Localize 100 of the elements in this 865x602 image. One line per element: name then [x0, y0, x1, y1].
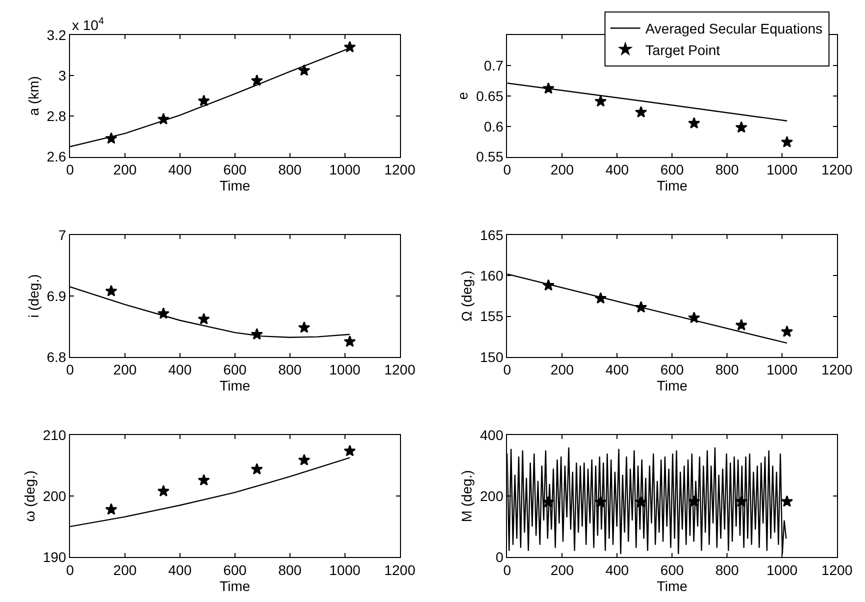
y-tick-label: 2.6 — [46, 148, 66, 165]
x-tick-label: 600 — [223, 362, 247, 378]
x-tick-label: 1000 — [766, 362, 798, 378]
point — [298, 454, 310, 466]
x-tick-label: 800 — [278, 162, 302, 178]
y-tick-label: 150 — [480, 348, 504, 365]
point — [344, 444, 356, 456]
x-tick-label: 1200 — [821, 162, 853, 178]
x-tick-label: 400 — [605, 162, 630, 178]
x-tick-label: 1200 — [821, 562, 853, 578]
x-tick-label: 600 — [660, 162, 684, 178]
point — [250, 328, 263, 340]
x-tick-label: 400 — [168, 162, 192, 178]
x-tick-label: 1000 — [329, 562, 361, 578]
y-tick-label: 2.8 — [46, 108, 66, 124]
y-tick-label: 0.6 — [484, 118, 504, 134]
x-tick-label: 200 — [113, 162, 137, 178]
point — [198, 312, 210, 324]
point — [542, 82, 554, 94]
point — [344, 335, 356, 347]
point — [542, 279, 554, 291]
point — [157, 307, 170, 319]
y-tick-label: 0.55 — [476, 148, 504, 165]
y-tick-label: 6.8 — [46, 348, 66, 365]
x-tick-label: 200 — [113, 362, 137, 378]
y-tick-label: 200 — [42, 488, 66, 504]
x-axis-title: Time — [220, 578, 250, 594]
y-tick-label: 3.2 — [46, 26, 66, 43]
y-tick-label: 210 — [42, 427, 66, 444]
point — [157, 112, 170, 124]
y-tick-label: 0.65 — [476, 88, 504, 104]
x-tick-label: 800 — [278, 362, 302, 378]
x-tick-label: 600 — [223, 162, 247, 178]
y-tick-label: 155 — [480, 308, 504, 324]
point — [780, 136, 794, 148]
x-tick-label: 1200 — [384, 362, 416, 378]
y-tick-label: 0 — [496, 548, 504, 565]
x-tick-label: 800 — [278, 562, 302, 578]
x-tick-label: 600 — [660, 362, 684, 378]
x-tick-label: 200 — [113, 562, 137, 578]
point — [594, 95, 607, 107]
y-axis-title: e — [454, 92, 471, 100]
x-tick-label: 1000 — [329, 162, 361, 178]
x-tick-label: 1000 — [329, 362, 361, 378]
legend-label: Target Point — [645, 42, 720, 58]
point — [594, 292, 607, 304]
x-tick-label: 800 — [715, 162, 739, 178]
x-tick-label: 800 — [715, 362, 739, 378]
point — [105, 284, 118, 296]
x-axis-title: Time — [220, 378, 250, 394]
point — [198, 94, 210, 106]
x-tick-label: 600 — [223, 562, 247, 578]
x-tick-label: 1000 — [766, 562, 798, 578]
x-tick-label: 400 — [168, 362, 192, 378]
point — [688, 312, 700, 324]
point — [298, 321, 310, 333]
x-tick-label: 1200 — [384, 162, 416, 178]
x-tick-label: 600 — [660, 562, 684, 578]
point — [780, 325, 794, 337]
y-axis-title: M (deg.) — [458, 470, 475, 522]
x-axis-title: Time — [220, 178, 250, 194]
y-tick-label: 3 — [58, 68, 66, 84]
x-tick-label: 1000 — [766, 162, 798, 178]
y-axis-title: ω (deg.) — [21, 470, 38, 522]
point — [198, 474, 210, 486]
point — [735, 318, 748, 330]
x-tick-label: 200 — [550, 562, 574, 578]
y-axis-title: Ω (deg.) — [458, 270, 475, 322]
x-tick-label: 400 — [168, 562, 192, 578]
point — [635, 301, 648, 313]
y-axis-title: a (km) — [25, 76, 42, 116]
y-tick-label: 0.7 — [484, 57, 504, 74]
legend-label: Averaged Secular Equations — [645, 20, 823, 37]
x-tick-label: 1200 — [384, 562, 416, 578]
point — [688, 117, 700, 129]
x-tick-label: 200 — [550, 362, 574, 378]
x-axis-title: Time — [656, 578, 688, 594]
y-tick-label: 165 — [480, 227, 504, 243]
y-tick-label: 400 — [480, 427, 504, 444]
y-tick-label: 7 — [58, 227, 66, 243]
y-tick-label: 200 — [480, 488, 504, 504]
point — [344, 40, 356, 52]
point — [735, 121, 748, 133]
x-tick-label: 1200 — [821, 362, 853, 378]
point — [105, 503, 118, 515]
y-tick-label: 6.9 — [46, 288, 66, 304]
x-tick-label: 800 — [715, 562, 739, 578]
y-tick-label: 160 — [480, 268, 504, 284]
x-tick-label: 200 — [550, 162, 574, 178]
y-tick-label: 190 — [42, 548, 66, 565]
x-tick-label: 400 — [605, 562, 630, 578]
point — [250, 74, 263, 86]
point — [298, 64, 310, 76]
text: x 10$^{4}$ — [72, 16, 104, 33]
x-tick-label: 400 — [605, 362, 630, 378]
x-axis-title: Time — [656, 178, 688, 194]
point — [157, 484, 170, 496]
point — [635, 106, 648, 118]
point — [250, 463, 263, 475]
point — [105, 132, 118, 144]
